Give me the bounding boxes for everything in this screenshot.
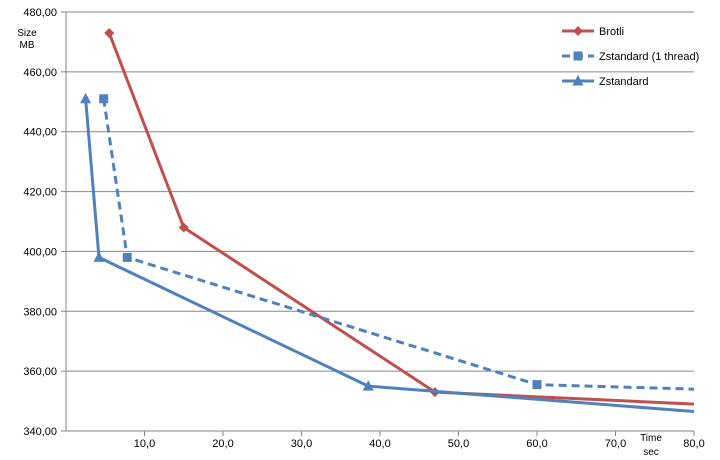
data-point [362, 380, 374, 391]
x-tick-label: 10,0 [134, 438, 155, 450]
series-3 [80, 92, 695, 414]
legend-marker [572, 75, 584, 86]
data-point [122, 252, 132, 262]
series-2 [99, 94, 695, 391]
legend-item: Brotli [562, 26, 624, 38]
y-tick-label: 340,00 [23, 426, 57, 438]
series-line [102, 98, 695, 391]
legend-marker [573, 26, 583, 36]
y-tick-label: 420,00 [23, 187, 57, 199]
legend-item: Zstandard (1 thread) [562, 51, 699, 63]
x-tick-label: 20,0 [212, 438, 233, 450]
y-tick-label: 460,00 [23, 67, 57, 79]
legend-item: Zstandard [562, 75, 649, 88]
x-tick-label: 60,0 [526, 438, 547, 450]
y-tick-label: 360,00 [23, 366, 57, 378]
y-tick-label: 380,00 [23, 306, 57, 318]
legend-label: Zstandard [599, 76, 649, 88]
data-point [532, 380, 542, 390]
y-tick-label: 480,00 [23, 7, 57, 19]
legend-label: Brotli [599, 26, 624, 38]
x-axis-title-line1: Time [640, 433, 662, 444]
x-axis-title-line2: sec [643, 447, 659, 458]
x-tick-label: 70,0 [605, 438, 626, 450]
x-tick-label: 40,0 [369, 438, 390, 450]
data-point [80, 92, 92, 104]
legend-marker [573, 51, 583, 61]
data-point [104, 27, 115, 38]
series-line [84, 98, 695, 414]
x-tick-label: 30,0 [291, 438, 312, 450]
legend: Brotli Zstandard (1 thread) Zstandard [562, 26, 699, 88]
x-axis-ticks: 10,0 20,0 30,0 40,0 50,0 60,0 70,0 80,0 [134, 431, 705, 450]
y-axis-ticks: 340,00 360,00 380,00 400,00 420,00 440,00 460,… [23, 7, 66, 438]
data-point [99, 94, 109, 104]
data-point [93, 251, 105, 262]
data-point [178, 222, 189, 233]
series-line [107, 32, 695, 406]
y-axis-title-line1: Size [17, 28, 37, 39]
legend-label: Zstandard (1 thread) [599, 51, 699, 63]
y-tick-label: 440,00 [23, 127, 57, 139]
axes [65, 12, 694, 432]
x-tick-label: 80,0 [683, 438, 704, 450]
gridlines [66, 11, 694, 372]
series-group [80, 27, 695, 414]
y-tick-label: 400,00 [23, 246, 57, 258]
y-axis-title-line2: MB [20, 40, 35, 51]
x-tick-label: 50,0 [448, 438, 469, 450]
